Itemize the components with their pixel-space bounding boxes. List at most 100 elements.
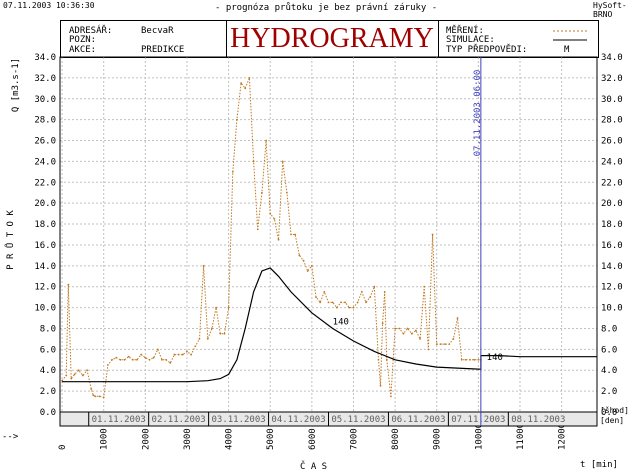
y-tick-label-right: 6.0 <box>601 345 617 355</box>
series-mereni-point <box>194 345 197 348</box>
y-tick-label-left: 26.0 <box>34 137 56 147</box>
now-marker-label: 07.11.2003 06:00 <box>473 69 483 157</box>
series-mereni-point <box>92 394 95 397</box>
series-mereni-point <box>290 233 292 236</box>
y-tick-label-right: 20.0 <box>601 199 623 209</box>
x-tick-label: 12000 <box>558 423 568 450</box>
series-mereni-point <box>227 306 230 309</box>
header-value-adresar: BecvaR <box>141 26 174 36</box>
series-mereni-point <box>394 327 397 330</box>
series-mereni-point <box>98 395 101 398</box>
series-mereni-point <box>439 343 442 346</box>
y-tick-label-right: 18.0 <box>601 220 623 230</box>
series <box>61 76 597 399</box>
x-tick-label: 7000 <box>349 428 359 450</box>
series-mereni-point <box>186 350 188 353</box>
series-mereni-point <box>335 306 338 309</box>
series-mereni-point <box>140 353 143 356</box>
y-ticks-right: 0.0 2.0 4.0 6.0 8.0 10.0 12.0 14.0 16.0 18.0 20.0 2… <box>601 53 623 418</box>
y-tick-label-right: 0.0 <box>601 408 617 418</box>
y-tick-label-left: 0.0 <box>40 408 56 418</box>
y-tick-label-left: 14.0 <box>34 262 56 272</box>
series-mereni-point <box>277 238 280 241</box>
y-tick-label-right: 24.0 <box>601 157 623 167</box>
y-tick-label-right: 34.0 <box>601 53 623 63</box>
series-mereni-point <box>248 76 251 79</box>
series-mereni-point <box>144 356 147 359</box>
series-mereni-point <box>198 338 201 340</box>
date-label: 05.11.2003 <box>331 415 385 425</box>
series-mereni-point <box>352 306 355 309</box>
series-mereni-point <box>448 343 451 346</box>
series-mereni-point <box>344 301 347 304</box>
date-label: 04.11.2003 <box>271 415 325 425</box>
x-tick-label: 2000 <box>141 428 151 450</box>
series-mereni-point <box>477 358 480 361</box>
y-tick-label-left: 8.0 <box>40 324 56 334</box>
grid <box>60 56 597 413</box>
date-band-unit-den: [den] <box>600 416 625 425</box>
header-label-adresar: ADRESÁŘ: <box>69 26 113 36</box>
series-mereni-point <box>136 358 138 361</box>
series-mereni-point <box>240 82 242 85</box>
series-mereni-point <box>373 285 376 288</box>
timestamp: 07.11.2003 10:36:30 <box>3 1 95 10</box>
series-mereni-point <box>273 217 276 220</box>
y-tick-label-right: 26.0 <box>601 137 623 147</box>
series-mereni-point <box>177 353 180 356</box>
series-mereni-point <box>94 395 97 398</box>
x-tick-label: 5000 <box>266 428 276 450</box>
x-ticks: 0 1000 2000 3000 4000 5000 6000 7000 8000 9000 100… <box>58 423 568 450</box>
x-tick-label: 11000 <box>516 423 526 450</box>
date-label: 08.11.2003 <box>511 415 565 425</box>
legend-swatches <box>553 30 587 41</box>
series-mereni-line <box>61 77 481 399</box>
series-mereni-point <box>77 369 80 372</box>
y-tick-label-left: 20.0 <box>34 199 56 209</box>
x-tick-label: 1000 <box>100 428 110 450</box>
legend-label-mereni: MĚŘENÍ: <box>446 26 484 36</box>
series-mereni-point <box>156 348 159 351</box>
series-mereni-point <box>244 87 247 90</box>
series-mereni-point <box>223 332 226 335</box>
series-mereni-point <box>265 139 267 142</box>
series-mereni-point <box>86 369 88 372</box>
y-tick-label-right: 4.0 <box>601 366 617 376</box>
annotation-label: 140 <box>333 317 349 327</box>
y-tick-label-left: 10.0 <box>34 304 56 314</box>
plot-frame <box>59 56 598 413</box>
series-mereni-point <box>269 212 272 215</box>
y-axis-word: P R Ů T O K <box>6 210 16 270</box>
series-mereni-point <box>219 332 222 335</box>
y-tick-label-left: 6.0 <box>40 345 56 355</box>
series-mereni-point <box>452 338 455 340</box>
legend-label-simulace: SIMULACE: <box>446 35 495 45</box>
series-mereni-point <box>173 353 176 356</box>
series-mereni-point <box>169 362 172 364</box>
series-mereni-point <box>456 317 459 319</box>
y-tick-label-left: 24.0 <box>34 157 56 167</box>
series-mereni-point <box>67 283 70 286</box>
series-mereni-point <box>306 270 309 272</box>
series-mereni-point <box>410 332 413 335</box>
series-mereni-point <box>402 332 405 335</box>
series-mereni-point <box>123 358 126 361</box>
series-mereni-point <box>161 358 163 361</box>
series-mereni-point <box>423 285 426 288</box>
series-mereni-point <box>415 329 417 332</box>
series-mereni-point <box>70 377 73 380</box>
series-mereni-point <box>340 301 342 304</box>
date-band-unit-hod: [šhod] <box>600 406 629 415</box>
series-mereni-point <box>131 358 134 361</box>
series-mereni-point <box>202 264 205 267</box>
legend-value-typ: M <box>564 45 570 55</box>
series-mereni-point <box>419 338 421 340</box>
x-tick-label: 0 <box>58 445 68 450</box>
series-mereni-point <box>256 228 259 231</box>
y-tick-label-left: 16.0 <box>34 241 56 251</box>
series-mereni-point <box>252 160 255 163</box>
y-tick-label-left: 34.0 <box>34 53 56 63</box>
series-mereni-point <box>381 322 384 325</box>
legend-label-typ: TYP PŘEDPOVĚDI: <box>446 45 528 55</box>
series-mereni-point <box>285 191 288 194</box>
